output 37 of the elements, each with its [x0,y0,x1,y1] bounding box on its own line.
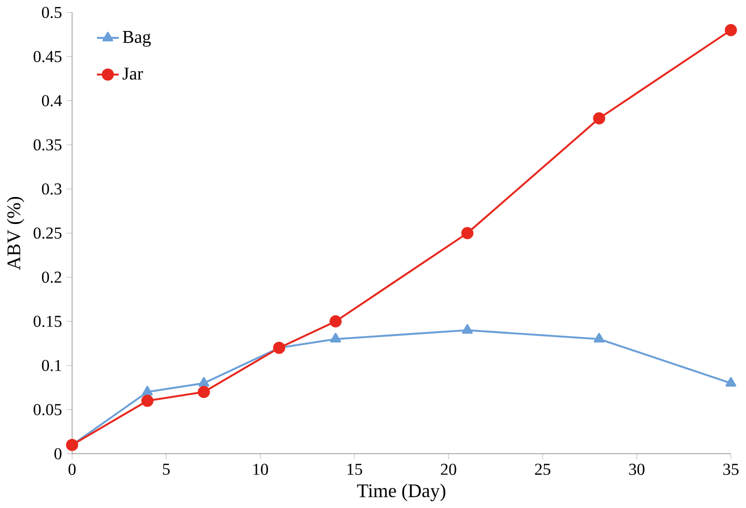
x-tick-label: 10 [253,464,268,475]
y-tick-label: 0.2 [42,272,62,283]
y-tick-label: 0.5 [42,6,62,18]
x-tick-label: 25 [535,464,550,475]
y-axis-title: ABV (%) [6,196,24,270]
legend-label: Bag [122,31,151,47]
point [725,377,736,387]
point [462,324,473,334]
x-tick-label: 30 [629,464,644,475]
point [198,377,210,387]
point [141,394,154,407]
y-tick-label: 0 [54,448,62,460]
point [461,227,474,240]
point [594,332,605,343]
point [142,386,153,396]
point [724,24,737,36]
x-tick-label: 5 [163,464,170,475]
y-tick-label: 0.25 [34,227,62,239]
y-tick-label: 0.15 [34,316,62,328]
point [330,315,342,328]
y-tick-label: 0.45 [34,50,62,62]
y-tick-label: 0.3 [42,183,62,195]
point [66,438,78,452]
x-tick-label: 0 [68,464,76,475]
x-tick-label: 35 [723,464,739,475]
y-tick-label: 0.35 [34,139,62,150]
y-tick-label: 0.05 [34,404,62,416]
point [330,332,341,343]
x-tick-label: 20 [440,464,456,475]
x-axis-title: Time (Day) [357,484,446,502]
point [198,386,210,398]
y-tick-label: 0.4 [42,95,62,106]
point [273,342,286,354]
point [593,112,606,124]
y-tick-label: 0.1 [42,360,62,372]
legend-label: Jar [122,68,143,80]
x-tick-label: 15 [348,464,362,475]
